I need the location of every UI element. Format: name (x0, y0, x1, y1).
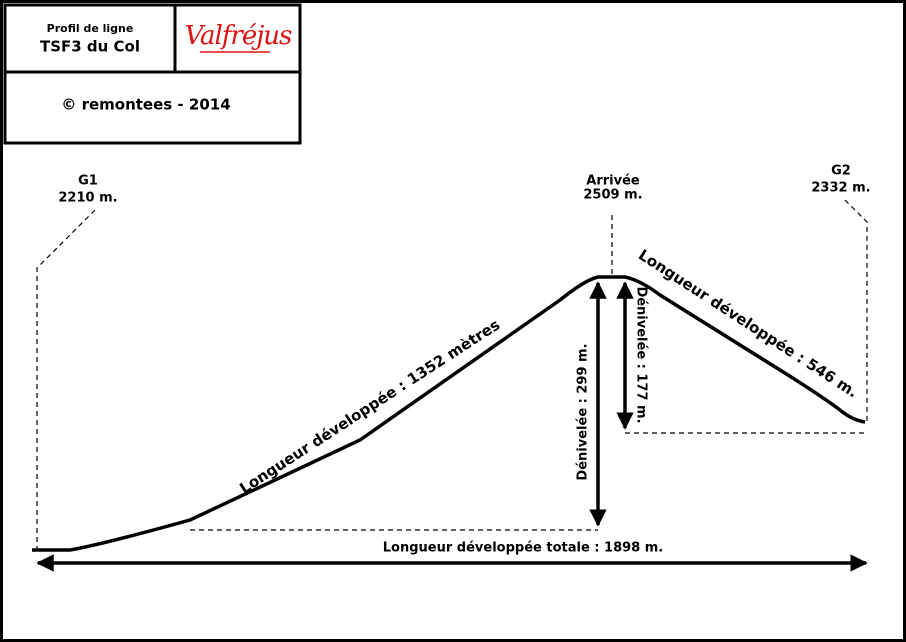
profile-line (32, 275, 866, 552)
g1-guide (36, 209, 96, 550)
logo: Valfréjus (185, 21, 292, 51)
header-subtitle: Profil de ligne (47, 22, 134, 35)
g2-guide (844, 199, 868, 422)
header-title: TSF3 du Col (40, 38, 140, 56)
header-box (3, 3, 302, 145)
station-name: G2 (831, 164, 851, 179)
station-altitude: 2509 m. (583, 188, 642, 203)
right-length: Longueur développée : 546 m. (635, 246, 861, 402)
station-name: Arrivée (586, 174, 640, 189)
station-altitude: 2332 m. (811, 181, 870, 196)
station-name: G1 (78, 174, 98, 189)
station-altitude: 2210 m. (58, 191, 117, 206)
right-drop: Dénivelée : 177 m. (634, 286, 649, 423)
left-length: Longueur développée : 1352 mètres (236, 316, 503, 498)
left-drop: Dénivelée : 299 m. (576, 343, 591, 480)
credit: © remontees - 2014 (61, 96, 230, 114)
total-length: Longueur développée totale : 1898 m. (383, 541, 663, 556)
